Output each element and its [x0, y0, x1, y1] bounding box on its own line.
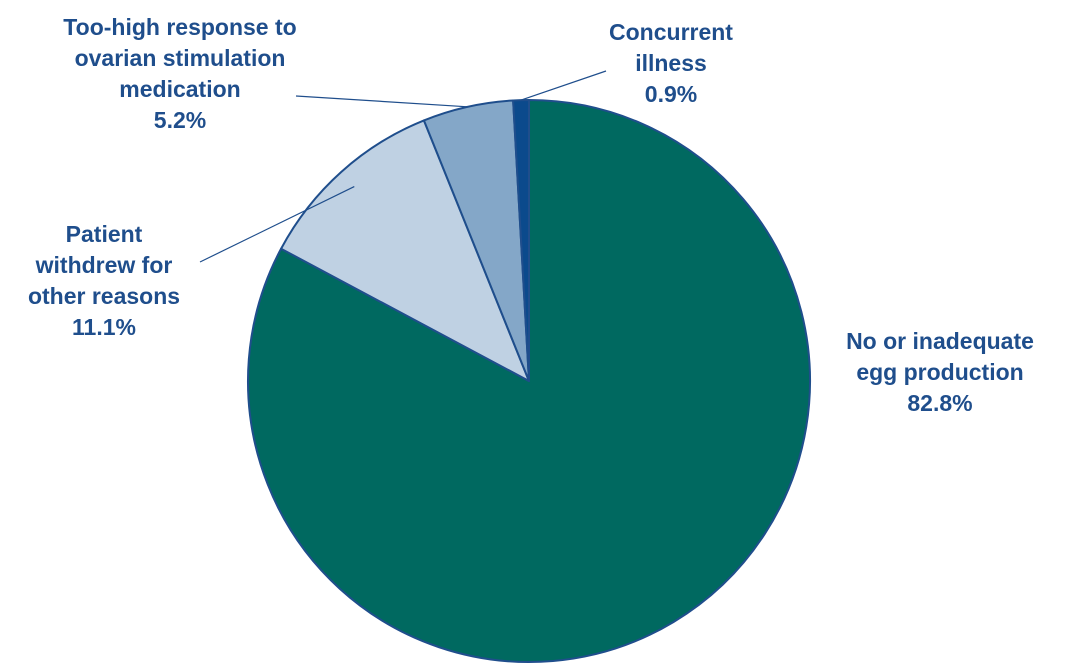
slice-labels: No or inadequate egg production 82.8% Patie… [28, 14, 1034, 416]
slice-patient-withdrew [280, 119, 530, 382]
label-line-concurrent-illness: illness [635, 50, 707, 76]
label-line-too-high-response: Too-high response to [63, 14, 296, 40]
label-line-concurrent-illness: Concurrent [609, 19, 733, 45]
percent-too-high-response: 5.2% [154, 107, 206, 133]
percent-inadequate-egg-production: 82.8% [907, 390, 972, 416]
leader-lines [199, 70, 607, 263]
label-too-high-response: Too-high response to ovarian stimulation m… [63, 14, 296, 133]
pie-slices [247, 99, 811, 663]
leader-line-too-high-response [295, 95, 468, 108]
leader-line-patient-withdrew [199, 186, 355, 263]
label-line-too-high-response: ovarian stimulation [75, 45, 286, 71]
label-patient-withdrew: Patient withdrew for other reasons 11.1% [28, 221, 180, 340]
label-inadequate-egg-production: No or inadequate egg production 82.8% [846, 328, 1034, 416]
leader-line-concurrent-illness [520, 70, 607, 101]
label-line-too-high-response: medication [119, 76, 240, 102]
label-line-patient-withdrew: withdrew for [35, 252, 173, 278]
percent-concurrent-illness: 0.9% [645, 81, 697, 107]
percent-patient-withdrew: 11.1% [72, 314, 136, 340]
label-line-patient-withdrew: other reasons [28, 283, 180, 309]
slice-concurrent-illness [512, 99, 530, 382]
label-concurrent-illness: Concurrent illness 0.9% [609, 19, 733, 107]
label-line-inadequate-egg-production: egg production [856, 359, 1023, 385]
label-line-patient-withdrew: Patient [66, 221, 143, 247]
slice-inadequate-egg-production [247, 99, 811, 663]
label-line-inadequate-egg-production: No or inadequate [846, 328, 1034, 354]
